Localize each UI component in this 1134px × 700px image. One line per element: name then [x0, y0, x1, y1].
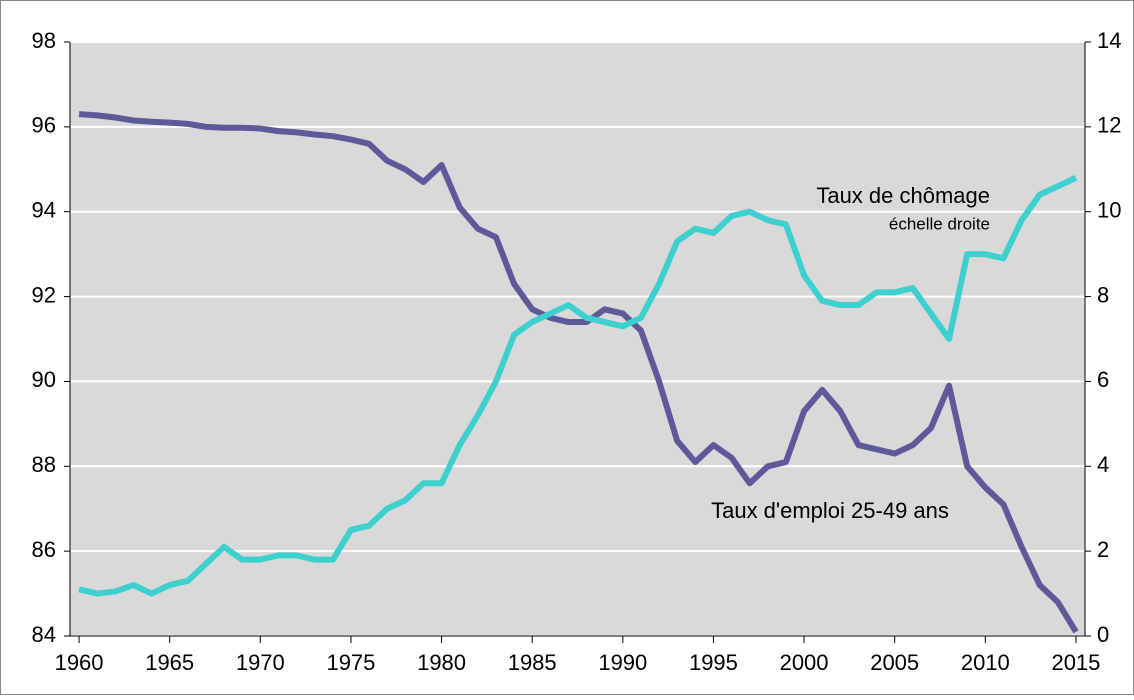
x-tick-label: 2000 — [780, 650, 829, 675]
y-tick-label: 84 — [32, 622, 56, 647]
y-tick-label: 96 — [32, 113, 56, 138]
y2-tick-label: 2 — [1097, 537, 1109, 562]
line-series — [78, 111, 1079, 634]
line-series — [78, 175, 1078, 597]
y2-tick-label: 4 — [1097, 452, 1109, 477]
x-tick-label: 2010 — [961, 650, 1010, 675]
y2-tick-label: 6 — [1097, 367, 1109, 392]
series-label: Taux d'emploi 25-49 ans — [711, 498, 949, 523]
y2-tick-label: 0 — [1097, 622, 1109, 647]
y2-tick-label: 8 — [1097, 282, 1109, 307]
y2-tick-label: 14 — [1097, 28, 1121, 53]
plot-area — [70, 42, 1085, 636]
y-tick-label: 98 — [32, 28, 56, 53]
x-tick-label: 1970 — [236, 650, 285, 675]
x-tick-label: 1965 — [145, 650, 194, 675]
y-tick-label: 92 — [32, 282, 56, 307]
x-tick-label: 1975 — [326, 650, 375, 675]
x-tick-label: 1990 — [598, 650, 647, 675]
y-tick-label: 90 — [32, 367, 56, 392]
x-tick-label: 1980 — [417, 650, 466, 675]
y-tick-label: 86 — [32, 537, 56, 562]
series-label: Taux de chômage — [816, 183, 990, 208]
x-tick-label: 2015 — [1051, 650, 1100, 675]
x-tick-label: 1985 — [508, 650, 557, 675]
y2-tick-label: 10 — [1097, 198, 1121, 223]
y2-tick-label: 12 — [1097, 113, 1121, 138]
y-tick-label: 88 — [32, 452, 56, 477]
annotation: échelle droite — [889, 214, 990, 233]
x-tick-label: 1995 — [689, 650, 738, 675]
y-tick-label: 94 — [32, 198, 56, 223]
x-tick-label: 2005 — [870, 650, 919, 675]
x-tick-label: 1960 — [55, 650, 104, 675]
